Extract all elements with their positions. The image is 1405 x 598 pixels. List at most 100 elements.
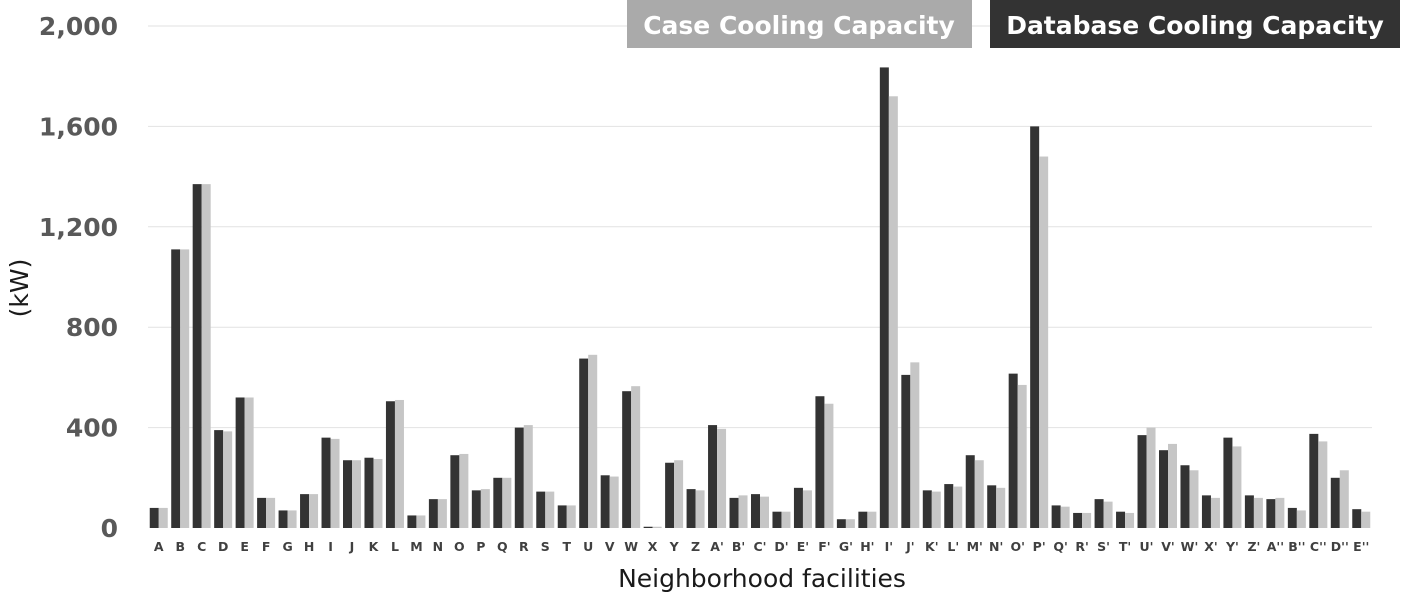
bar-database-15: [471, 490, 481, 528]
bar-case-4: [244, 397, 254, 528]
bar-database-12: [407, 515, 417, 528]
bar-database-9: [343, 460, 352, 528]
x-tick-label: X: [648, 539, 658, 554]
bar-database-50: [1223, 437, 1233, 528]
bar-database-52: [1266, 499, 1276, 528]
bar-case-21: [609, 476, 619, 528]
bar-case-13: [437, 499, 447, 528]
bar-database-30: [793, 487, 803, 528]
bar-case-0: [158, 507, 168, 528]
y-tick-label: 800: [66, 313, 118, 342]
bar-database-22: [622, 391, 632, 528]
x-tick-label: A': [710, 539, 724, 554]
bar-case-5: [266, 497, 276, 528]
bar-database-0: [149, 507, 159, 528]
bar-case-8: [330, 438, 340, 528]
bar-database-14: [450, 455, 460, 528]
bar-case-36: [931, 491, 941, 528]
bar-database-48: [1180, 465, 1190, 528]
bar-case-39: [996, 487, 1006, 528]
bar-case-56: [1361, 511, 1371, 528]
bar-case-18: [545, 491, 555, 528]
x-tick-label: D': [774, 539, 788, 554]
legend-case-label: Case Cooling Capacity: [643, 11, 955, 40]
bar-case-34: [888, 96, 898, 528]
x-tick-label: S': [1097, 539, 1110, 554]
x-tick-label: V': [1161, 539, 1175, 554]
bar-case-35: [910, 362, 920, 528]
x-tick-label: X': [1204, 539, 1217, 554]
bar-database-28: [751, 494, 760, 528]
x-tick-label: D'': [1331, 539, 1349, 554]
bar-case-27: [738, 495, 748, 528]
x-tick-label: W: [624, 539, 638, 554]
x-tick-label: B'': [1288, 539, 1305, 554]
x-tick-label: Q: [497, 539, 508, 554]
bar-database-42: [1051, 505, 1061, 528]
bar-database-25: [686, 489, 696, 528]
bar-case-24: [674, 460, 684, 528]
bar-case-11: [394, 399, 404, 528]
bar-database-38: [965, 455, 975, 528]
bar-case-20: [588, 354, 598, 528]
bar-database-7: [300, 494, 310, 528]
bar-database-23: [643, 526, 653, 528]
legend-database-swatch: [990, 0, 1400, 48]
x-tick-label: P: [476, 539, 485, 554]
bar-case-30: [802, 490, 812, 528]
bar-database-1: [171, 249, 181, 528]
bar-case-26: [717, 428, 727, 528]
x-tick-label: J: [349, 539, 355, 554]
x-tick-label: I': [885, 539, 893, 554]
bar-case-3: [223, 431, 233, 528]
bar-database-13: [428, 499, 438, 528]
bar-database-6: [278, 510, 288, 528]
bars: [149, 67, 1371, 529]
bar-case-51: [1253, 497, 1263, 528]
bar-case-31: [824, 403, 834, 528]
bar-database-8: [321, 437, 331, 528]
bar-case-32: [845, 519, 855, 528]
bar-case-37: [953, 486, 963, 528]
bar-database-20: [579, 358, 589, 528]
x-tick-label: E'': [1353, 539, 1369, 554]
legend: Case Cooling Capacity Database Cooling C…: [627, 0, 1400, 48]
y-tick-label: 1,600: [39, 112, 118, 141]
bar-database-41: [1030, 126, 1040, 529]
x-tick-label: G: [282, 539, 292, 554]
y-tick-label: 400: [66, 414, 118, 443]
bar-database-54: [1309, 433, 1319, 529]
bar-case-53: [1296, 510, 1306, 528]
x-axis-title: Neighborhood facilities: [618, 564, 906, 593]
x-tick-label: F': [818, 539, 830, 554]
bar-case-25: [695, 490, 705, 528]
bar-database-16: [493, 477, 503, 528]
bar-case-43: [1082, 512, 1092, 528]
grid-lines: [148, 25, 1372, 429]
bar-case-45: [1125, 512, 1135, 528]
bar-database-46: [1137, 435, 1147, 528]
x-tick-label: R: [519, 539, 529, 554]
bar-case-10: [373, 458, 383, 528]
bar-database-2: [192, 184, 202, 528]
bar-case-12: [416, 515, 426, 528]
bar-case-16: [502, 477, 512, 528]
x-tick-label: L: [391, 539, 399, 554]
x-tick-label: N': [989, 539, 1003, 554]
x-tick-label: T': [1119, 539, 1131, 554]
x-tick-label: E': [797, 539, 809, 554]
x-tick-label: Y': [1225, 539, 1239, 554]
bar-case-2: [201, 184, 211, 528]
x-tick-label: C'': [1310, 539, 1327, 554]
legend-case-swatch: [627, 0, 972, 48]
bar-database-3: [214, 430, 224, 528]
bar-case-55: [1339, 470, 1349, 528]
x-tick-label: Z': [1247, 539, 1260, 554]
bar-case-42: [1060, 506, 1070, 528]
bar-database-11: [385, 401, 395, 528]
x-tick-label: S: [541, 539, 550, 554]
bar-case-17: [523, 425, 533, 528]
x-tick-label: D: [218, 539, 228, 554]
bar-database-27: [729, 497, 739, 528]
